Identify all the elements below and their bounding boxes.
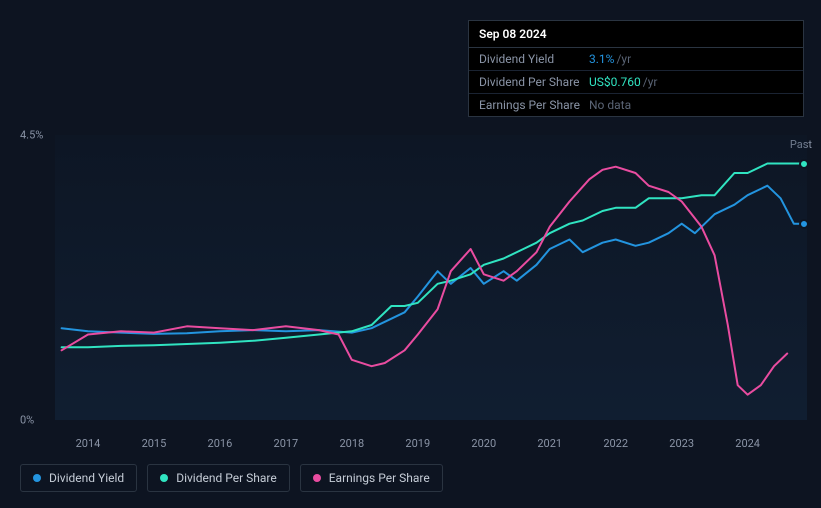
end-marker — [799, 219, 809, 229]
legend-swatch — [33, 474, 41, 482]
legend-item-earnings-per-share[interactable]: Earnings Per Share — [300, 464, 443, 492]
tooltip-label: Dividend Yield — [479, 52, 589, 66]
legend-swatch — [313, 474, 321, 482]
series-dividend-per-share — [62, 164, 804, 348]
legend-item-dividend-yield[interactable]: Dividend Yield — [20, 464, 137, 492]
legend-label: Dividend Per Share — [176, 471, 277, 485]
x-axis-label: 2018 — [339, 437, 364, 450]
series-dividend-yield — [62, 186, 804, 334]
series-earnings-per-share — [62, 167, 788, 395]
tooltip-value: US$0.760 — [589, 75, 641, 89]
x-axis-label: 2014 — [76, 437, 101, 450]
x-axis-label: 2016 — [208, 437, 233, 450]
x-axis-label: 2021 — [537, 437, 562, 450]
tooltip-row: Dividend Yield3.1% /yr — [469, 48, 803, 71]
plot-area[interactable] — [55, 135, 807, 420]
legend-label: Earnings Per Share — [329, 471, 430, 485]
x-axis-label: 2024 — [735, 437, 760, 450]
chart-tooltip: Sep 08 2024 Dividend Yield3.1% /yrDivide… — [468, 20, 804, 117]
tooltip-label: Dividend Per Share — [479, 75, 589, 89]
dividend-chart: 4.5% 0% Past 201420152016201720182019202… — [20, 110, 820, 450]
x-axis-label: 2022 — [603, 437, 628, 450]
tooltip-row: Dividend Per ShareUS$0.760 /yr — [469, 71, 803, 94]
x-axis-label: 2019 — [405, 437, 430, 450]
x-axis-label: 2015 — [142, 437, 167, 450]
end-marker — [799, 159, 809, 169]
tooltip-suffix: /yr — [616, 52, 631, 66]
legend-label: Dividend Yield — [49, 471, 124, 485]
x-axis-label: 2017 — [274, 437, 299, 450]
legend-item-dividend-per-share[interactable]: Dividend Per Share — [147, 464, 290, 492]
tooltip-suffix: /yr — [643, 75, 658, 89]
chart-legend: Dividend Yield Dividend Per Share Earnings… — [20, 464, 443, 492]
y-axis-min: 0% — [20, 414, 34, 427]
legend-swatch — [160, 474, 168, 482]
y-axis-max: 4.5% — [20, 129, 43, 142]
x-axis-label: 2020 — [471, 437, 496, 450]
x-axis-label: 2023 — [669, 437, 694, 450]
tooltip-value: 3.1% — [589, 52, 614, 66]
tooltip-date: Sep 08 2024 — [469, 21, 803, 48]
